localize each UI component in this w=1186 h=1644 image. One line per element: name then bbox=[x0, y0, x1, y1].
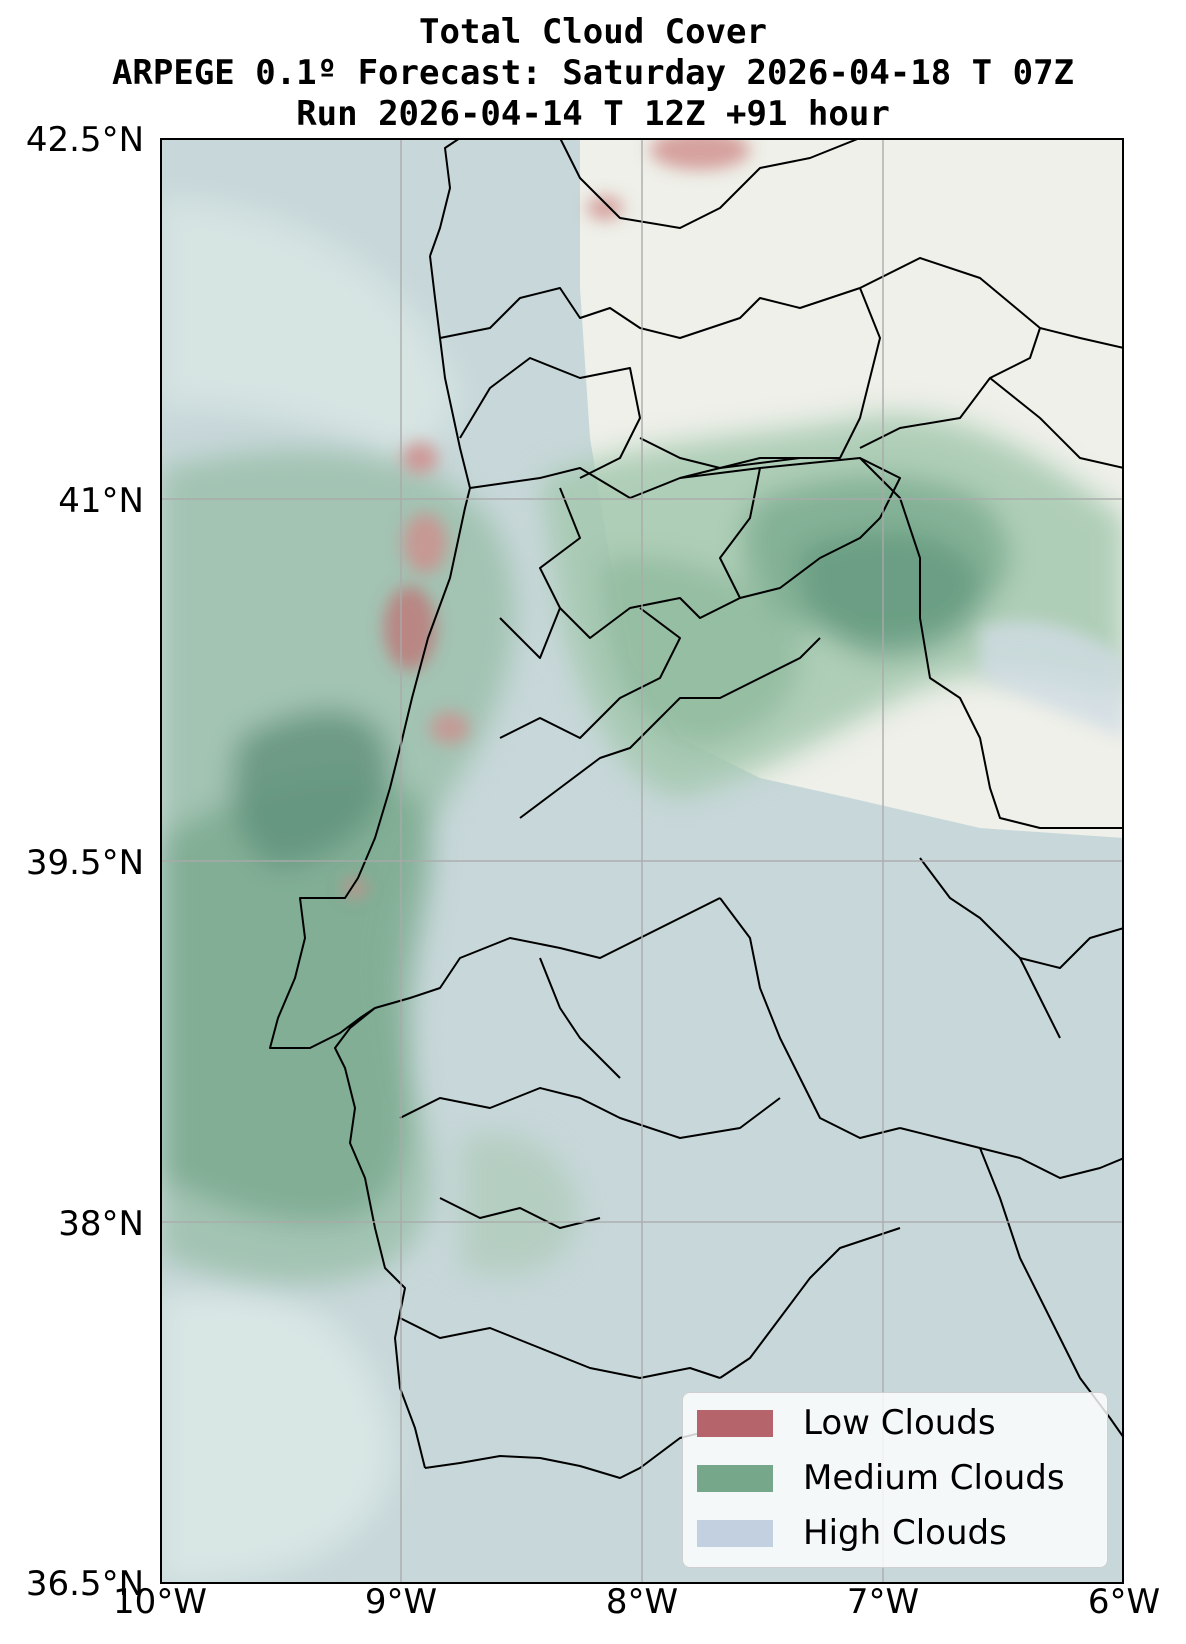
legend-swatch-high bbox=[697, 1519, 773, 1547]
lat-tick-42.5: 42.5°N bbox=[25, 120, 144, 160]
lon-tick-7w: 7°W bbox=[846, 1582, 920, 1622]
region-ne bbox=[859, 257, 1041, 449]
lon-tick-8w: 8°W bbox=[605, 1582, 679, 1622]
high-cloud-east bbox=[980, 621, 1124, 738]
region-north-1 bbox=[439, 287, 861, 339]
legend-label-low: Low Clouds bbox=[803, 1403, 996, 1443]
region-spain-se-1 bbox=[899, 1127, 1124, 1179]
region-center-5 bbox=[499, 607, 681, 739]
region-spain-e-1 bbox=[1019, 927, 1124, 969]
lon-tick-6w: 6°W bbox=[1087, 1582, 1161, 1622]
coastline-north-border bbox=[429, 138, 461, 257]
region-south-2 bbox=[439, 1197, 601, 1229]
legend: Low Clouds Medium Clouds High Clouds bbox=[682, 1392, 1108, 1568]
legend-swatch-low bbox=[697, 1409, 773, 1437]
legend-label-high: High Clouds bbox=[803, 1513, 1007, 1553]
region-alentejo-2 bbox=[399, 1087, 781, 1139]
low-cloud-layer bbox=[343, 138, 750, 898]
region-center-4 bbox=[739, 457, 901, 599]
legend-item-high: High Clouds bbox=[697, 1513, 1007, 1553]
border-spain-east bbox=[859, 457, 1124, 829]
title-line-1: Total Cloud Cover bbox=[419, 12, 767, 52]
border-spain-north bbox=[559, 138, 861, 229]
title-line-3: Run 2026-04-14 T 12Z +91 hour bbox=[296, 94, 890, 134]
region-alentejo-4 bbox=[539, 957, 621, 1079]
region-alentejo-1 bbox=[374, 897, 721, 1009]
light-patch-north bbox=[160, 198, 460, 468]
legend-label-medium: Medium Clouds bbox=[803, 1458, 1065, 1498]
region-south-1 bbox=[399, 1317, 721, 1379]
legend-swatch-medium bbox=[697, 1464, 773, 1492]
region-north-2 bbox=[459, 357, 641, 479]
title-line-2: ARPEGE 0.1º Forecast: Saturday 2026-04-1… bbox=[111, 53, 1075, 93]
region-alentejo-3 bbox=[719, 897, 901, 1139]
map-frame bbox=[160, 138, 1124, 1584]
legend-item-medium: Medium Clouds bbox=[697, 1458, 1065, 1498]
region-spain-n-3 bbox=[989, 377, 1124, 469]
lat-tick-41: 41°N bbox=[58, 481, 144, 521]
region-center-3 bbox=[559, 467, 761, 639]
region-center-6 bbox=[519, 637, 821, 819]
coastline-west bbox=[269, 255, 471, 1469]
lat-tick-36.5: 36.5°N bbox=[25, 1564, 144, 1604]
region-spain-e-2 bbox=[919, 857, 1061, 1039]
border-spain-south bbox=[719, 1227, 901, 1379]
lat-tick-38: 38°N bbox=[58, 1204, 144, 1244]
lon-tick-10w: 10°W bbox=[113, 1582, 207, 1622]
region-spain-n-2 bbox=[1039, 327, 1124, 349]
legend-item-low: Low Clouds bbox=[697, 1403, 996, 1443]
region-center-1 bbox=[469, 457, 840, 499]
light-patch-south bbox=[160, 1289, 391, 1584]
lat-tick-39.5: 39.5°N bbox=[25, 843, 144, 883]
graticule bbox=[160, 138, 1124, 1584]
cloud-cover-map bbox=[160, 138, 1124, 1584]
lon-tick-9w: 9°W bbox=[364, 1582, 438, 1622]
